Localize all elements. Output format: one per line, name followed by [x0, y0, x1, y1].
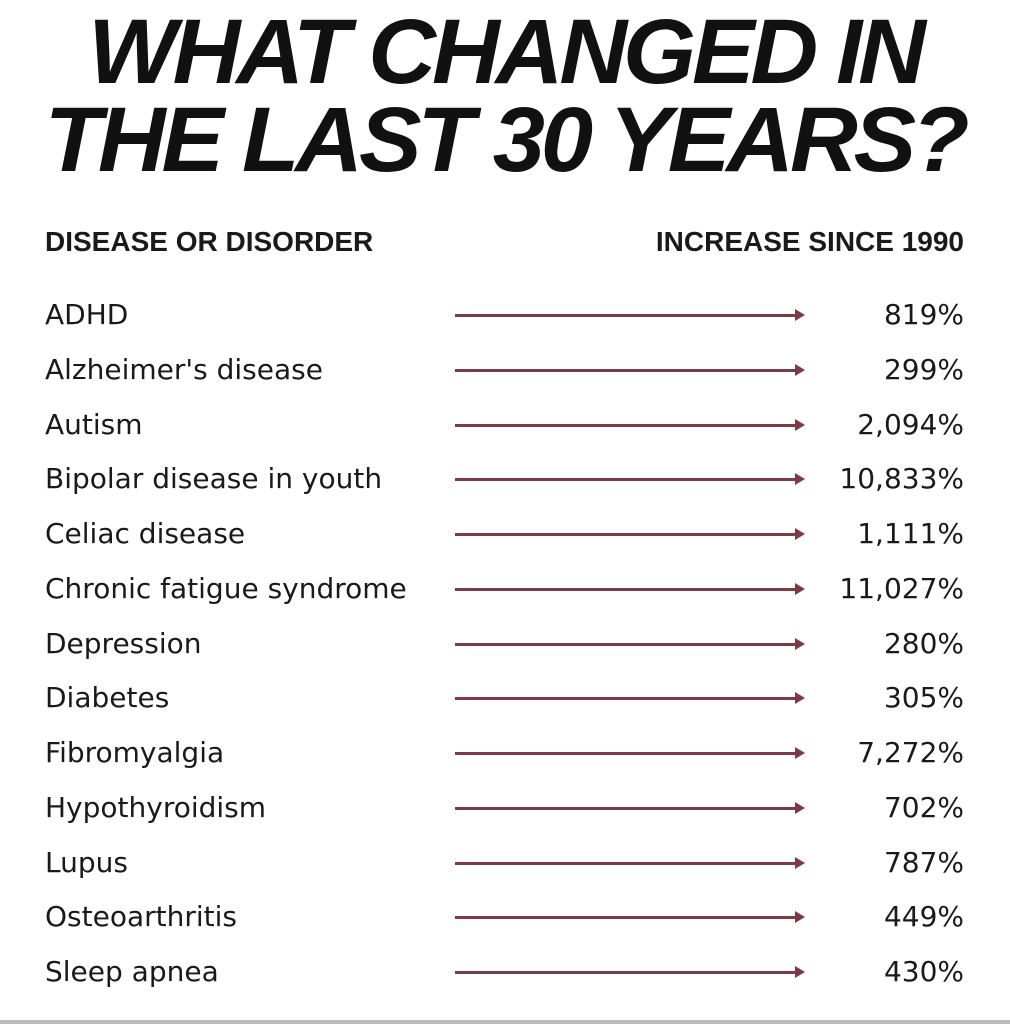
arrow-icon [455, 747, 805, 759]
disease-name: Autism [45, 407, 143, 441]
table-row: Bipolar disease in youth 10,833% [0, 459, 1010, 499]
table-row: Chronic fatigue syndrome 11,027% [0, 569, 1010, 609]
arrow-icon [455, 582, 805, 595]
table-row: Depression 280% [0, 624, 1010, 664]
arrow-icon [455, 692, 805, 705]
arrow-icon [455, 856, 805, 869]
arrow-icon [455, 309, 805, 321]
table-row: Alzheimer's disease 299% [0, 350, 1010, 390]
disease-name: Osteoarthritis [45, 900, 237, 934]
column-header-disease: DISEASE OR DISORDER [45, 226, 374, 257]
increase-value: 430% [883, 955, 964, 988]
increase-value: 2,094% [857, 407, 964, 441]
title-line-2: THE LAST 30 YEARS? [44, 89, 970, 191]
table-row: Lupus 787% [0, 843, 1010, 883]
arrow-icon [455, 363, 805, 376]
increase-value: 305% [883, 681, 964, 715]
increase-value: 819% [883, 298, 964, 331]
table-row: Hypothyroidism 702% [0, 788, 1010, 828]
disease-name: Lupus [45, 845, 128, 879]
table-row: ADHD 819% [0, 295, 1010, 335]
increase-value: 787% [883, 845, 964, 879]
disease-name: Hypothyroidism [45, 790, 267, 824]
table-row: Fibromyalgia 7,272% [0, 733, 1010, 773]
title-line-1: WHAT CHANGED IN [88, 1, 926, 103]
arrow-icon [455, 637, 805, 650]
increase-value: 7,272% [857, 736, 964, 769]
increase-value: 449% [883, 900, 964, 934]
disease-name: Bipolar disease in youth [45, 462, 383, 496]
disease-name: Fibromyalgia [45, 736, 225, 769]
arrow-icon [455, 911, 805, 924]
arrow-icon [455, 418, 805, 431]
disease-name: Celiac disease [45, 517, 246, 550]
arrow-icon [455, 801, 805, 814]
increase-value: 1,111% [857, 517, 964, 550]
disease-name: Chronic fatigue syndrome [45, 571, 407, 605]
increase-value: 11,027% [839, 571, 964, 605]
table-row: Osteoarthritis 449% [0, 897, 1010, 937]
arrow-icon [455, 528, 805, 540]
increase-value: 10,833% [839, 462, 964, 496]
table-row: Celiac disease 1,111% [0, 514, 1010, 554]
table-row: Sleep apnea 430% [0, 952, 1010, 992]
disease-name: Diabetes [45, 681, 170, 715]
increase-value: 702% [883, 790, 964, 824]
table-row: Diabetes 305% [0, 678, 1010, 718]
increase-value: 299% [883, 352, 964, 386]
disease-name: Sleep apnea [45, 955, 219, 988]
table-row: Autism 2,094% [0, 405, 1010, 445]
disease-name: ADHD [45, 298, 129, 331]
disease-name: Alzheimer's disease [45, 352, 323, 386]
arrow-icon [455, 966, 805, 978]
disease-name: Depression [45, 626, 202, 660]
bottom-bar [0, 1020, 1010, 1024]
column-header-increase: INCREASE SINCE 1990 [655, 226, 964, 257]
arrow-icon [455, 473, 805, 486]
increase-value: 280% [883, 626, 964, 660]
